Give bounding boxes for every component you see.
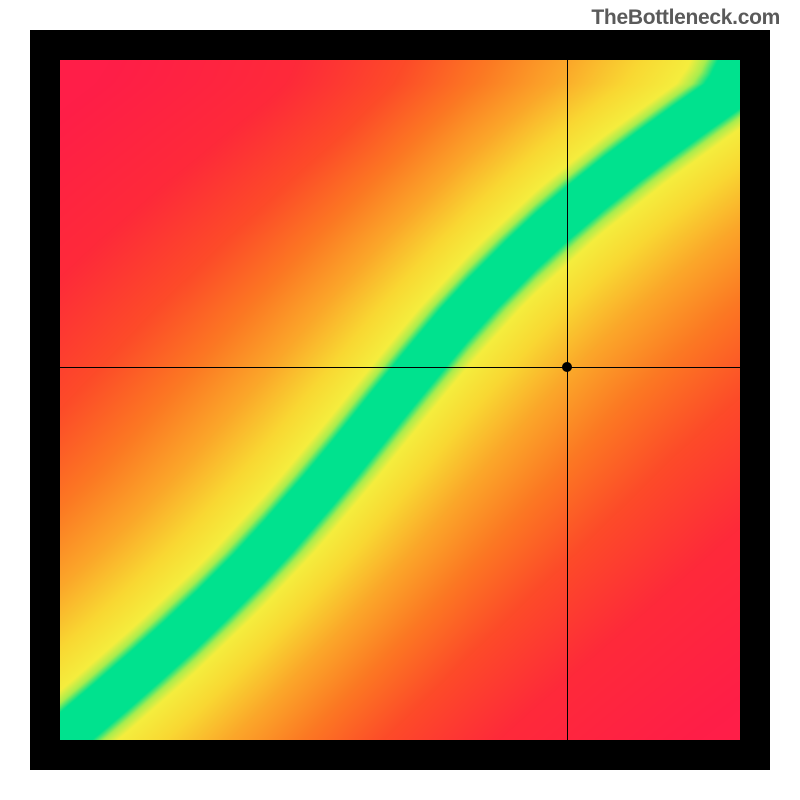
heatmap-plot-area <box>60 60 740 740</box>
watermark-text: TheBottleneck.com <box>591 6 780 30</box>
chart-container <box>30 30 770 770</box>
heatmap-canvas <box>60 60 740 740</box>
crosshair-vertical-line <box>567 60 568 740</box>
crosshair-horizontal-line <box>60 367 740 368</box>
crosshair-marker-dot <box>562 362 572 372</box>
